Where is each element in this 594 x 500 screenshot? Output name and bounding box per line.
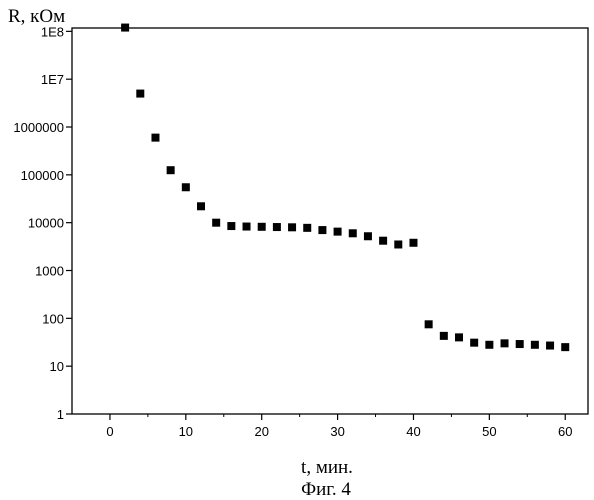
- plot-border: [72, 28, 588, 414]
- data-point: [288, 223, 296, 231]
- y-tick-label: 1000: [35, 264, 64, 279]
- y-tick-label: 1000000: [13, 120, 64, 135]
- x-tick-label: 50: [482, 424, 496, 439]
- x-axis: 0 10 20 30 40 50 60: [106, 414, 572, 439]
- data-point: [349, 229, 357, 237]
- data-point: [425, 320, 433, 328]
- data-point: [455, 333, 463, 341]
- data-point: [303, 224, 311, 232]
- data-point: [197, 202, 205, 210]
- figure-caption: Фиг. 4: [301, 479, 351, 500]
- data-point: [485, 341, 493, 349]
- data-point: [394, 240, 402, 248]
- y-tick-label: 10000: [28, 216, 64, 231]
- data-point: [501, 339, 509, 347]
- data-point: [121, 24, 129, 32]
- y-tick-label: 1: [57, 407, 64, 422]
- y-tick-label: 1E8: [41, 24, 64, 39]
- x-tick-label: 40: [406, 424, 420, 439]
- y-axis: 1 10 100 1000 10000 100000 1000000 1E7 1E8: [13, 24, 72, 422]
- x-axis-label: t, мин.: [301, 457, 353, 478]
- data-point: [531, 341, 539, 349]
- y-tick-label: 100: [42, 311, 64, 326]
- data-point: [546, 342, 554, 350]
- x-tick-label: 60: [558, 424, 572, 439]
- data-point: [182, 183, 190, 191]
- data-point: [364, 232, 372, 240]
- data-point: [258, 223, 266, 231]
- data-point: [273, 223, 281, 231]
- x-tick-label: 10: [179, 424, 193, 439]
- data-point: [334, 228, 342, 236]
- y-tick-label: 10: [50, 359, 64, 374]
- data-point: [318, 226, 326, 234]
- y-tick-label: 100000: [21, 168, 64, 183]
- data-point: [136, 90, 144, 98]
- x-tick-label: 30: [330, 424, 344, 439]
- data-point: [440, 332, 448, 340]
- data-point: [243, 223, 251, 231]
- x-tick-label: 0: [106, 424, 113, 439]
- data-point: [167, 166, 175, 174]
- y-tick-label: 1E7: [41, 72, 64, 87]
- data-point: [212, 219, 220, 227]
- data-point: [151, 134, 159, 142]
- data-point: [409, 239, 417, 247]
- data-point: [561, 343, 569, 351]
- data-points: [121, 24, 569, 352]
- data-point: [516, 340, 524, 348]
- data-point: [227, 222, 235, 230]
- x-tick-label: 20: [254, 424, 268, 439]
- data-point: [379, 237, 387, 245]
- plot-frame: [72, 28, 588, 414]
- data-point: [470, 339, 478, 347]
